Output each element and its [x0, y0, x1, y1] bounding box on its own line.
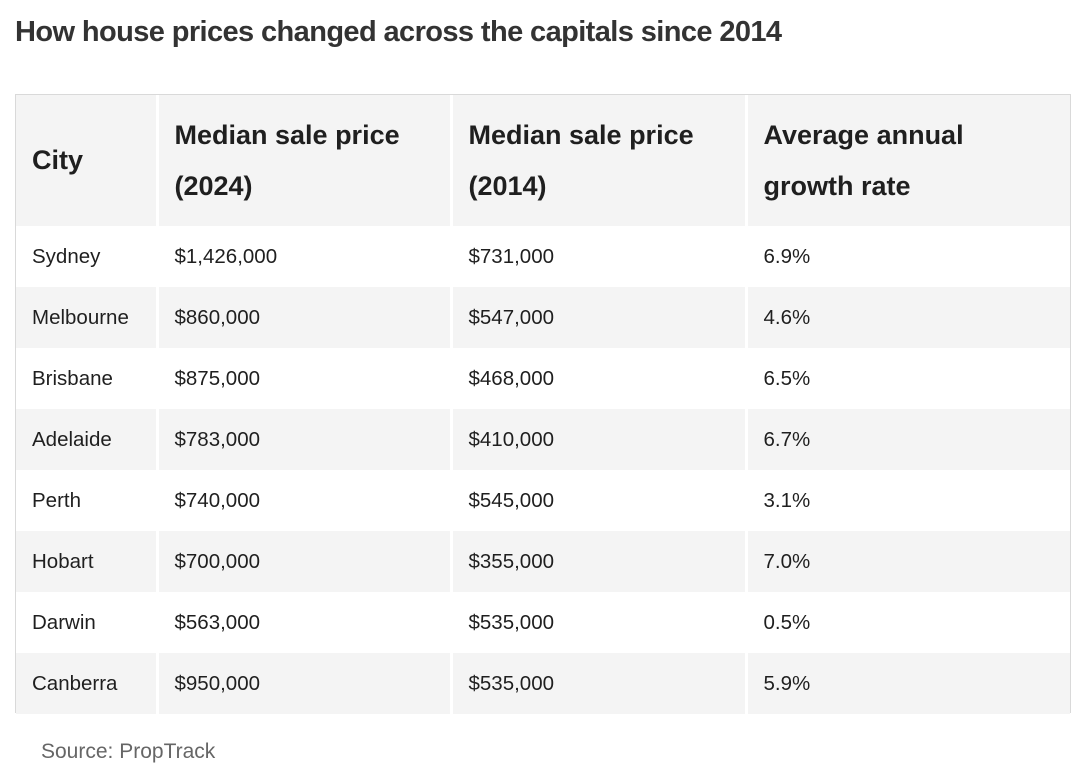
cell-price-2014: $468,000	[451, 348, 748, 409]
page-title: How house prices changed across the capi…	[15, 16, 782, 48]
cell-growth-rate: 4.6%	[746, 287, 1070, 348]
cell-price-2014: $731,000	[451, 226, 748, 287]
cell-price-2014: $545,000	[451, 470, 748, 531]
cell-city: Sydney	[16, 226, 159, 287]
cell-city: Darwin	[16, 592, 159, 653]
table-row: Hobart $700,000 $355,000 7.0%	[16, 531, 1070, 592]
cell-growth-rate: 6.9%	[746, 226, 1070, 287]
cell-growth-rate: 0.5%	[746, 592, 1070, 653]
table-row: Darwin $563,000 $535,000 0.5%	[16, 592, 1070, 653]
cell-city: Brisbane	[16, 348, 159, 409]
table-row: Canberra $950,000 $535,000 5.9%	[16, 653, 1070, 714]
cell-city: Melbourne	[16, 287, 159, 348]
cell-price-2024: $740,000	[157, 470, 453, 531]
column-header-price-2014: Median sale price (2014)	[451, 95, 748, 226]
cell-price-2014: $547,000	[451, 287, 748, 348]
cell-city: Hobart	[16, 531, 159, 592]
house-price-table: City Median sale price (2024) Median sal…	[16, 95, 1070, 714]
cell-growth-rate: 5.9%	[746, 653, 1070, 714]
table-row: Melbourne $860,000 $547,000 4.6%	[16, 287, 1070, 348]
cell-city: Perth	[16, 470, 159, 531]
cell-price-2024: $700,000	[157, 531, 453, 592]
cell-price-2014: $535,000	[451, 592, 748, 653]
cell-growth-rate: 6.5%	[746, 348, 1070, 409]
cell-price-2024: $875,000	[157, 348, 453, 409]
cell-city: Canberra	[16, 653, 159, 714]
cell-price-2024: $563,000	[157, 592, 453, 653]
cell-price-2024: $860,000	[157, 287, 453, 348]
table-header-row: City Median sale price (2024) Median sal…	[16, 95, 1070, 226]
cell-price-2014: $355,000	[451, 531, 748, 592]
table-row: Sydney $1,426,000 $731,000 6.9%	[16, 226, 1070, 287]
table-row: Adelaide $783,000 $410,000 6.7%	[16, 409, 1070, 470]
table-header: City Median sale price (2024) Median sal…	[16, 95, 1070, 226]
cell-growth-rate: 3.1%	[746, 470, 1070, 531]
table-body: Sydney $1,426,000 $731,000 6.9% Melbourn…	[16, 226, 1070, 714]
column-header-growth-rate: Average annual growth rate	[746, 95, 1070, 226]
cell-price-2014: $410,000	[451, 409, 748, 470]
cell-price-2024: $1,426,000	[157, 226, 453, 287]
cell-growth-rate: 7.0%	[746, 531, 1070, 592]
cell-price-2024: $783,000	[157, 409, 453, 470]
house-price-table-container: City Median sale price (2024) Median sal…	[15, 94, 1071, 714]
cell-price-2024: $950,000	[157, 653, 453, 714]
source-note: Source: PropTrack	[41, 740, 216, 763]
cell-price-2014: $535,000	[451, 653, 748, 714]
column-header-city: City	[16, 95, 159, 226]
column-header-price-2024: Median sale price (2024)	[157, 95, 453, 226]
table-row: Perth $740,000 $545,000 3.1%	[16, 470, 1070, 531]
cell-growth-rate: 6.7%	[746, 409, 1070, 470]
cell-city: Adelaide	[16, 409, 159, 470]
table-row: Brisbane $875,000 $468,000 6.5%	[16, 348, 1070, 409]
